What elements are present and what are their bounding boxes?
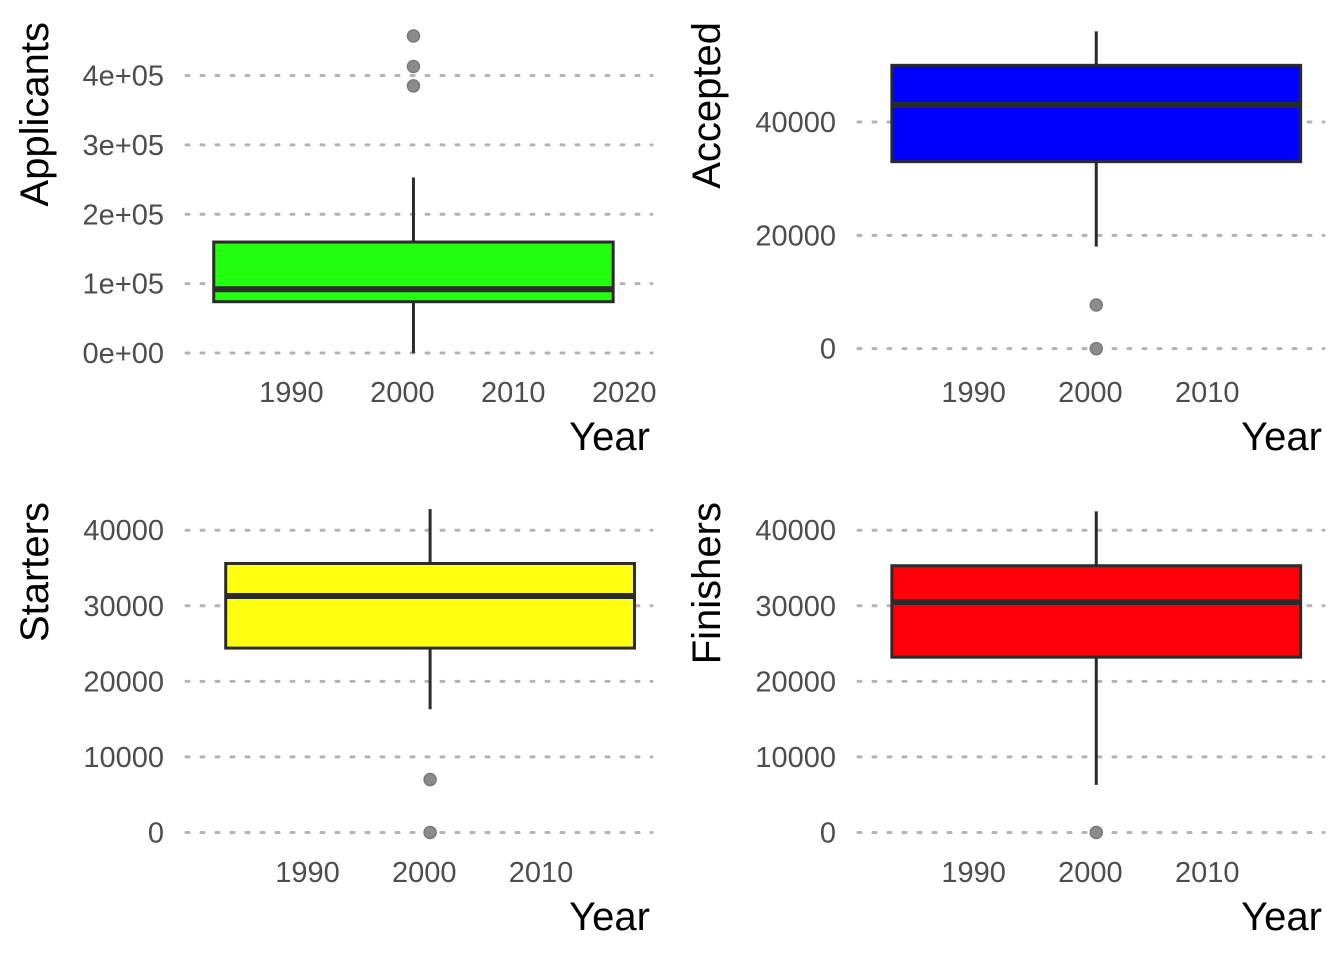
x-axis-title: Year xyxy=(569,415,650,459)
y-tick-label: 4e+05 xyxy=(83,61,164,93)
x-tick-label: 1990 xyxy=(941,857,1006,889)
outlier-point xyxy=(1089,825,1104,840)
outlier-point xyxy=(423,772,437,787)
y-tick-label: 20000 xyxy=(83,666,164,698)
y-tick-label: 30000 xyxy=(83,591,164,623)
y-tick-label: 40000 xyxy=(755,107,836,139)
x-axis-title: Year xyxy=(1241,415,1322,459)
x-tick-label: 2010 xyxy=(481,377,546,409)
x-tick-label: 2000 xyxy=(392,857,457,889)
iqr-box xyxy=(224,561,636,650)
outlier-point xyxy=(423,825,437,840)
y-tick-label: 20000 xyxy=(755,220,836,252)
iqr-box xyxy=(890,564,1303,659)
x-tick-label: 1990 xyxy=(941,377,1006,409)
iqr-box xyxy=(890,63,1303,164)
x-axis-title: Year xyxy=(569,895,650,939)
iqr-box xyxy=(212,240,615,304)
x-tick-label: 2010 xyxy=(509,857,574,889)
y-tick-label: 30000 xyxy=(755,591,836,623)
y-tick-label: 40000 xyxy=(755,515,836,547)
y-tick-label: 3e+05 xyxy=(83,130,164,162)
y-tick-label: 10000 xyxy=(755,742,836,774)
y-tick-label: 0 xyxy=(820,817,836,849)
x-axis-title: Year xyxy=(1241,895,1322,939)
x-tick-label: 2000 xyxy=(370,377,435,409)
x-tick-label: 1990 xyxy=(259,377,324,409)
y-tick-label: 2e+05 xyxy=(83,199,164,231)
y-axis-title: Starters xyxy=(13,502,57,642)
y-axis-title: Accepted xyxy=(685,22,729,189)
y-tick-label: 1e+05 xyxy=(83,269,164,301)
x-tick-label: 2020 xyxy=(592,377,657,409)
y-tick-label: 0 xyxy=(820,334,836,366)
y-tick-label: 0 xyxy=(148,817,164,849)
y-tick-label: 40000 xyxy=(83,515,164,547)
y-axis-title: Applicants xyxy=(13,22,57,207)
y-tick-label: 0e+00 xyxy=(83,338,164,370)
y-tick-label: 20000 xyxy=(755,666,836,698)
outlier-point xyxy=(406,59,421,74)
y-axis-title: Finishers xyxy=(685,502,729,664)
panel-applicants: 0e+00 1e+05 2e+05 3e+05 4e+05 1990 2000 2010 202… xyxy=(13,22,657,459)
x-tick-label: 2000 xyxy=(1058,857,1123,889)
x-tick-label: 1990 xyxy=(275,857,340,889)
outlier-point xyxy=(406,79,421,93)
outlier-point xyxy=(406,29,421,43)
outlier-point xyxy=(1089,298,1104,312)
x-tick-label: 2010 xyxy=(1175,377,1240,409)
outlier-point xyxy=(1089,341,1104,356)
panel-starters: 0 10000 20000 30000 40000 1990 2000 2010 Year Sta… xyxy=(13,502,654,939)
x-tick-label: 2000 xyxy=(1058,377,1123,409)
x-tick-label: 2010 xyxy=(1175,857,1240,889)
y-tick-label: 10000 xyxy=(83,742,164,774)
